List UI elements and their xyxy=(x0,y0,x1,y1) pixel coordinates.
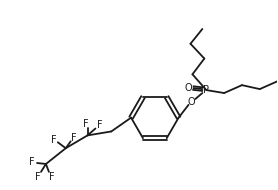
Text: F: F xyxy=(71,133,76,143)
Text: F: F xyxy=(35,172,41,182)
Text: P: P xyxy=(203,85,209,95)
Text: F: F xyxy=(83,119,88,129)
Text: F: F xyxy=(51,135,57,145)
Text: F: F xyxy=(29,157,35,167)
Text: O: O xyxy=(185,83,192,93)
Text: F: F xyxy=(96,120,102,130)
Text: O: O xyxy=(188,97,195,107)
Text: F: F xyxy=(49,172,55,182)
